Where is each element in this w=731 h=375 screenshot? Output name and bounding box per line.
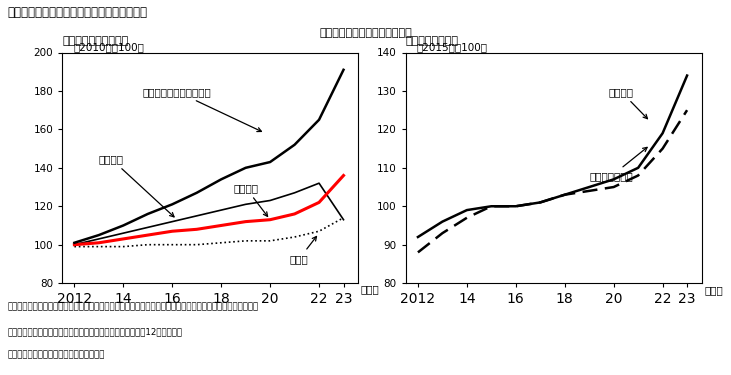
Text: （2015年＝100）: （2015年＝100） [417, 42, 488, 52]
Text: 第３－２－９図　不動産価格・建築費の推移: 第３－２－９図 不動産価格・建築費の推移 [7, 6, 148, 19]
Text: （2010年＝100）: （2010年＝100） [73, 42, 144, 52]
Text: 住宅総合: 住宅総合 [233, 183, 268, 216]
Text: （年）: （年） [360, 284, 379, 294]
Text: （年）: （年） [704, 285, 723, 295]
Text: 木造住宅: 木造住宅 [609, 87, 648, 119]
Text: ２．（１）は、全国の季節調整値であり、１月から12月の平均。: ２．（１）は、全国の季節調整値であり、１月から12月の平均。 [7, 327, 182, 336]
Text: 戸建住宅: 戸建住宅 [99, 154, 174, 217]
Text: 不動産価格や建築費は上昇傾向: 不動産価格や建築費は上昇傾向 [319, 28, 412, 38]
Text: （１）不動産価格指数: （１）不動産価格指数 [62, 36, 129, 46]
Text: 住宅地: 住宅地 [289, 237, 317, 264]
Text: （備考）１．国土交通省「不動産価格指数（住宅）」、（一財）建設物価調査会「建築費指数」により作成。: （備考）１．国土交通省「不動産価格指数（住宅）」、（一財）建設物価調査会「建築費… [7, 302, 259, 311]
Text: （２）建築費指数: （２）建築費指数 [406, 36, 459, 46]
Text: マンション（区分所有）: マンション（区分所有） [143, 87, 262, 132]
Text: ３．（２）は、東京の純工事費。: ３．（２）は、東京の純工事費。 [7, 351, 105, 360]
Text: ＲＣ造集合住宅: ＲＣ造集合住宅 [589, 147, 647, 182]
